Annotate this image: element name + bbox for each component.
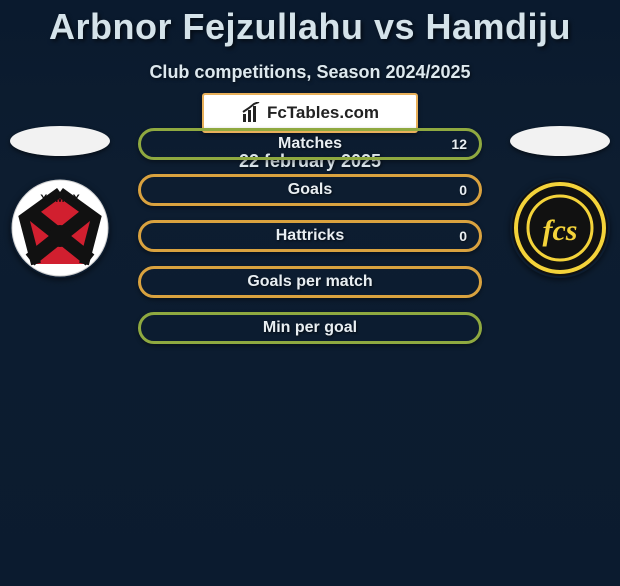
right-club-crest: fcs <box>510 178 610 278</box>
stat-value-right: 12 <box>451 136 467 152</box>
stat-pill: Min per goal <box>138 312 482 344</box>
right-player-column: fcs <box>500 126 620 278</box>
svg-text:XAMAX: XAMAX <box>40 193 80 205</box>
xamax-crest-icon: XAMAX <box>10 178 110 278</box>
left-flag <box>10 126 110 156</box>
stat-label: Min per goal <box>263 319 357 337</box>
brand-box[interactable]: FcTables.com <box>202 93 418 133</box>
stat-pill: Goals 0 <box>138 174 482 206</box>
page-subtitle: Club competitions, Season 2024/2025 <box>0 62 620 83</box>
stat-pill: Matches 12 <box>138 128 482 160</box>
stat-label: Hattricks <box>276 227 344 245</box>
stat-pill: Goals per match <box>138 266 482 298</box>
brand-chart-icon <box>241 102 263 124</box>
brand-label: FcTables.com <box>267 103 379 123</box>
stat-label: Goals per match <box>247 273 372 291</box>
stat-value-right: 0 <box>459 228 467 244</box>
page-title: Arbnor Fejzullahu vs Hamdiju <box>0 6 620 48</box>
stat-pill: Hattricks 0 <box>138 220 482 252</box>
stats-panel: Matches 12 Goals 0 Hattricks 0 Goals per match… <box>138 128 482 358</box>
left-club-crest: XAMAX <box>10 178 110 278</box>
right-flag <box>510 126 610 156</box>
left-player-column: XAMAX <box>0 126 120 278</box>
svg-text:fcs: fcs <box>543 214 578 247</box>
fcs-crest-icon: fcs <box>510 178 610 278</box>
stat-label: Matches <box>278 135 342 153</box>
stat-label: Goals <box>288 181 332 199</box>
stat-value-right: 0 <box>459 182 467 198</box>
